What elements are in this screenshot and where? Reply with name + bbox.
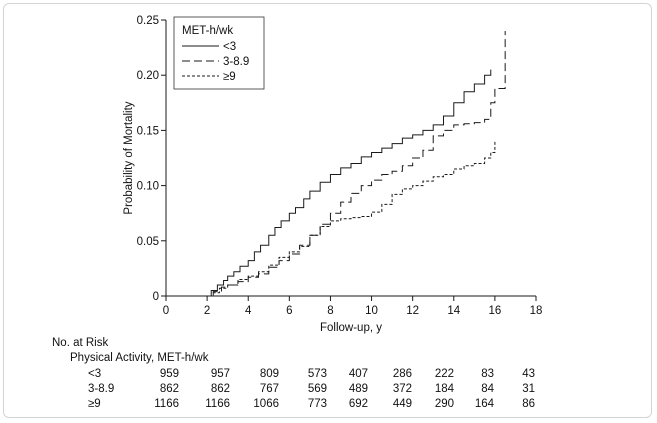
risk-cell: 692 (349, 398, 368, 410)
risk-table-subtitle: Physical Activity, MET-h/wk (70, 352, 209, 364)
risk-row-label: 3-8.9 (88, 383, 114, 395)
risk-rows: <3 959 957 809 573 407 286 222 83 43 3-8.9 862 862 76… (88, 368, 535, 410)
y-tick-label: 0.05 (137, 236, 159, 248)
risk-cell: 773 (308, 398, 327, 410)
risk-cell: 1166 (154, 398, 179, 410)
series-line-2 (166, 31, 506, 297)
series-line-3 (166, 141, 496, 297)
risk-cell: 957 (211, 368, 230, 380)
x-axis-label: Follow-up, y (320, 322, 382, 334)
risk-cell: 222 (435, 368, 454, 380)
risk-cell: 959 (160, 368, 179, 380)
series-layer (166, 31, 506, 297)
x-tick-label: 2 (204, 305, 210, 317)
legend-label: <3 (223, 41, 236, 53)
risk-table-title: No. at Risk (52, 337, 108, 349)
series-line-1 (166, 69, 492, 297)
risk-row-label: ≥9 (88, 398, 101, 410)
y-tick-label: 0.15 (137, 125, 159, 137)
risk-row-label: <3 (88, 368, 101, 380)
risk-cell: 84 (481, 383, 494, 395)
risk-cell: 290 (435, 398, 454, 410)
risk-cell: 184 (435, 383, 455, 395)
y-tick-label: 0 (153, 291, 159, 303)
risk-cell: 31 (522, 383, 535, 395)
legend-title: MET-h/wk (182, 25, 233, 37)
risk-cell: 767 (260, 383, 279, 395)
x-tick-label: 8 (327, 305, 333, 317)
risk-table: No. at Risk Physical Activity, MET-h/wk … (52, 337, 535, 410)
risk-cell: 372 (393, 383, 412, 395)
y-tick-label: 0.10 (137, 181, 159, 193)
risk-cell: 573 (308, 368, 327, 380)
x-tick-label: 18 (530, 305, 543, 317)
x-tick-label: 14 (447, 305, 460, 317)
legend-label: ≥9 (223, 71, 236, 83)
risk-cell: 862 (211, 383, 230, 395)
risk-cell: 1166 (205, 398, 230, 410)
y-tick-label: 0.20 (137, 70, 159, 82)
x-tick-label: 4 (245, 305, 252, 317)
risk-cell: 862 (160, 383, 179, 395)
risk-cell: 164 (475, 398, 495, 410)
risk-cell: 83 (481, 368, 494, 380)
risk-cell: 569 (308, 383, 327, 395)
legend: MET-h/wk <3 3-8.9 ≥9 (173, 16, 265, 90)
x-tick-label: 16 (488, 305, 501, 317)
figure-frame: 0 0.05 0.10 0.15 0.20 0.25 0 2 4 6 8 10 12 14 16 18 Foll… (3, 3, 652, 418)
chart-svg: 0 0.05 0.10 0.15 0.20 0.25 0 2 4 6 8 10 12 14 16 18 Foll… (52, 15, 542, 410)
legend-label: 3-8.9 (223, 56, 249, 68)
legend-box (173, 16, 265, 90)
risk-cell: 86 (522, 398, 535, 410)
x-tick-label: 6 (286, 305, 292, 317)
y-axis-label: Probability of Mortality (123, 101, 135, 214)
risk-cell: 286 (393, 368, 412, 380)
risk-cell: 43 (522, 368, 535, 380)
x-tick-label: 0 (163, 305, 169, 317)
x-tick-label: 10 (365, 305, 378, 317)
risk-cell: 449 (393, 398, 412, 410)
risk-cell: 407 (349, 368, 368, 380)
x-tick-label: 12 (406, 305, 419, 317)
legend-items: <3 3-8.9 ≥9 (182, 41, 249, 83)
risk-cell: 809 (260, 368, 279, 380)
axes: 0 0.05 0.10 0.15 0.20 0.25 0 2 4 6 8 10 12 14 16 18 Foll… (123, 15, 542, 334)
y-tick-label: 0.25 (137, 15, 159, 27)
risk-cell: 489 (349, 383, 368, 395)
risk-cell: 1066 (253, 398, 279, 410)
